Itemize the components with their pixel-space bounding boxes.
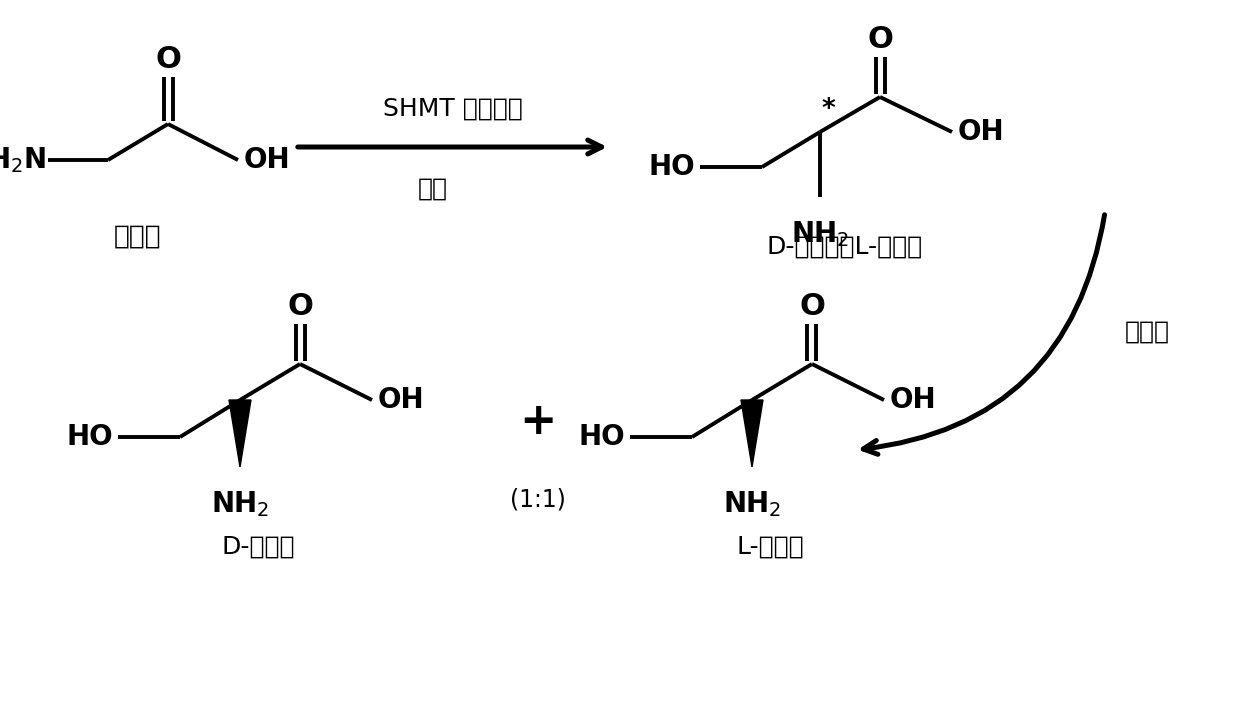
Text: (1:1): (1:1) (510, 488, 565, 512)
Text: 甘氨酸: 甘氨酸 (114, 224, 161, 250)
Text: O: O (799, 292, 825, 321)
Text: O: O (867, 25, 893, 54)
Text: O: O (288, 292, 312, 321)
Text: NH$_2$: NH$_2$ (791, 219, 849, 249)
Text: HO: HO (67, 423, 113, 451)
Text: *: * (821, 97, 835, 123)
Text: H$_2$N: H$_2$N (0, 145, 46, 175)
Text: 消旋酶: 消旋酶 (1125, 320, 1171, 344)
Text: 甲醛: 甲醛 (418, 177, 448, 201)
Text: L-丝氨酸: L-丝氨酸 (737, 535, 804, 559)
Text: OH: OH (244, 146, 290, 174)
Text: HO: HO (649, 153, 694, 181)
Text: NH$_2$: NH$_2$ (211, 489, 269, 519)
Text: NH$_2$: NH$_2$ (723, 489, 781, 519)
Text: SHMT 或醛缩酶: SHMT 或醛缩酶 (383, 97, 522, 121)
Text: D-丝氨酸: D-丝氨酸 (221, 535, 295, 559)
Polygon shape (742, 400, 763, 467)
Text: OH: OH (959, 118, 1004, 146)
Text: O: O (155, 45, 181, 74)
Text: OH: OH (378, 386, 424, 414)
Text: HO: HO (578, 423, 625, 451)
Text: +: + (520, 401, 557, 443)
Text: D-丝氨酸、L-丝氨酸: D-丝氨酸、L-丝氨酸 (766, 235, 923, 259)
Polygon shape (229, 400, 250, 467)
Text: OH: OH (890, 386, 936, 414)
